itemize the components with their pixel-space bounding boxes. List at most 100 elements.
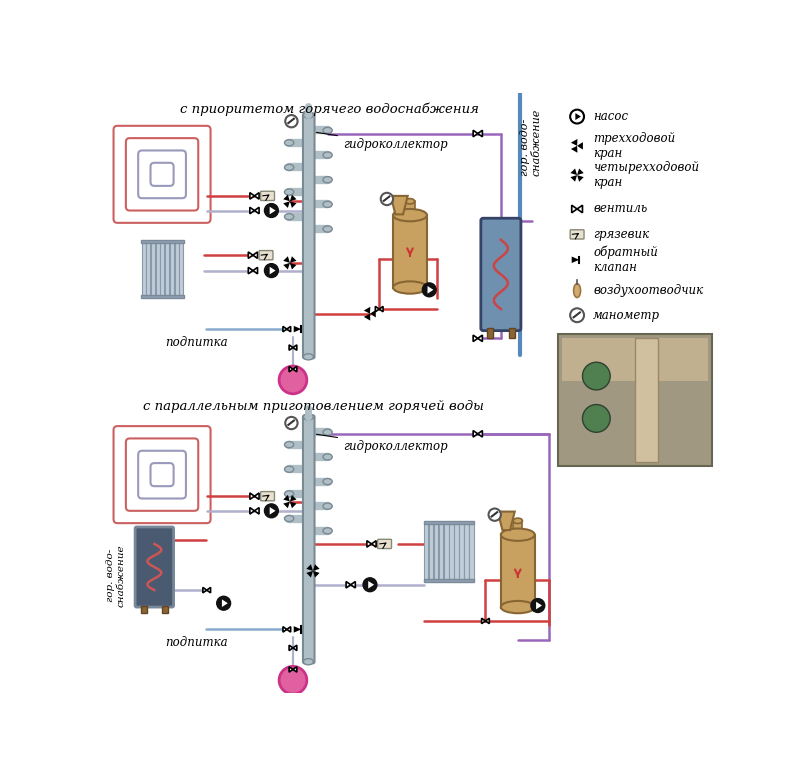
Polygon shape <box>289 645 293 650</box>
Circle shape <box>217 596 230 610</box>
Ellipse shape <box>323 429 332 435</box>
Polygon shape <box>536 601 542 609</box>
Polygon shape <box>290 263 297 270</box>
Bar <box>179 242 183 296</box>
Polygon shape <box>370 310 376 318</box>
Circle shape <box>582 404 610 432</box>
Polygon shape <box>482 619 486 624</box>
Polygon shape <box>248 252 253 259</box>
FancyBboxPatch shape <box>570 230 584 239</box>
Ellipse shape <box>323 527 332 534</box>
Bar <box>464 523 469 581</box>
Ellipse shape <box>323 177 332 183</box>
Ellipse shape <box>285 164 294 171</box>
Polygon shape <box>283 201 290 208</box>
Polygon shape <box>478 431 482 437</box>
Bar <box>142 295 184 298</box>
Text: подпитка: подпитка <box>165 336 228 349</box>
Polygon shape <box>290 495 297 502</box>
Polygon shape <box>294 626 302 633</box>
Polygon shape <box>577 205 582 213</box>
Ellipse shape <box>393 209 427 221</box>
Text: обратный
клапан: обратный клапан <box>594 245 658 274</box>
Ellipse shape <box>323 152 332 158</box>
Bar <box>562 337 708 382</box>
Text: трехходовой
кран: трехходовой кран <box>594 132 675 160</box>
Bar <box>558 333 712 466</box>
Polygon shape <box>577 175 584 182</box>
Bar <box>434 523 438 581</box>
Ellipse shape <box>303 354 314 360</box>
Polygon shape <box>498 512 514 530</box>
Polygon shape <box>575 113 581 120</box>
Ellipse shape <box>501 528 534 541</box>
Polygon shape <box>283 626 287 632</box>
Circle shape <box>286 115 298 127</box>
Polygon shape <box>254 493 259 499</box>
Polygon shape <box>473 335 478 341</box>
Circle shape <box>286 417 298 429</box>
Polygon shape <box>250 207 254 213</box>
Text: четырехходовой
кран: четырехходовой кран <box>594 161 699 189</box>
Ellipse shape <box>285 442 294 448</box>
Bar <box>142 242 146 296</box>
Polygon shape <box>371 541 376 547</box>
Ellipse shape <box>285 139 294 146</box>
Bar <box>424 580 474 583</box>
Polygon shape <box>572 205 577 213</box>
Bar <box>141 605 146 613</box>
Polygon shape <box>283 256 290 263</box>
Circle shape <box>265 263 278 277</box>
Polygon shape <box>364 307 370 314</box>
Bar <box>156 242 160 296</box>
Polygon shape <box>250 493 254 499</box>
Circle shape <box>265 504 278 518</box>
Polygon shape <box>375 306 379 312</box>
Bar <box>161 242 165 296</box>
Polygon shape <box>313 571 320 577</box>
Polygon shape <box>379 306 383 312</box>
Ellipse shape <box>285 466 294 472</box>
Polygon shape <box>473 431 478 437</box>
Polygon shape <box>206 587 210 593</box>
Polygon shape <box>287 326 290 332</box>
Circle shape <box>363 578 377 592</box>
Bar <box>165 242 169 296</box>
Bar <box>151 242 155 296</box>
Circle shape <box>489 509 501 521</box>
Polygon shape <box>270 266 275 274</box>
Polygon shape <box>254 192 259 199</box>
Bar <box>424 523 429 581</box>
Polygon shape <box>254 508 259 514</box>
Polygon shape <box>306 564 313 571</box>
Polygon shape <box>570 168 577 175</box>
Polygon shape <box>283 495 290 502</box>
Polygon shape <box>577 168 584 175</box>
Polygon shape <box>289 366 293 372</box>
Bar <box>142 240 184 243</box>
FancyBboxPatch shape <box>481 218 521 330</box>
FancyBboxPatch shape <box>303 415 314 663</box>
Bar <box>162 605 168 613</box>
Polygon shape <box>486 619 490 624</box>
Polygon shape <box>364 314 370 321</box>
FancyBboxPatch shape <box>303 114 314 358</box>
Text: гидроколлектор: гидроколлектор <box>317 434 448 453</box>
Ellipse shape <box>303 414 314 420</box>
FancyBboxPatch shape <box>261 492 274 501</box>
Polygon shape <box>254 207 259 213</box>
Ellipse shape <box>406 199 414 204</box>
Polygon shape <box>248 267 253 273</box>
Text: вентиль: вентиль <box>594 203 647 216</box>
Ellipse shape <box>303 112 314 118</box>
Polygon shape <box>427 286 434 294</box>
Polygon shape <box>293 645 297 650</box>
Bar <box>454 523 458 581</box>
Ellipse shape <box>393 281 427 294</box>
Polygon shape <box>293 366 297 372</box>
Polygon shape <box>289 345 293 351</box>
Bar <box>406 201 414 215</box>
Ellipse shape <box>323 226 332 232</box>
Polygon shape <box>253 252 258 259</box>
Text: с приоритетом горячего водоснабжения: с приоритетом горячего водоснабжения <box>180 103 478 116</box>
